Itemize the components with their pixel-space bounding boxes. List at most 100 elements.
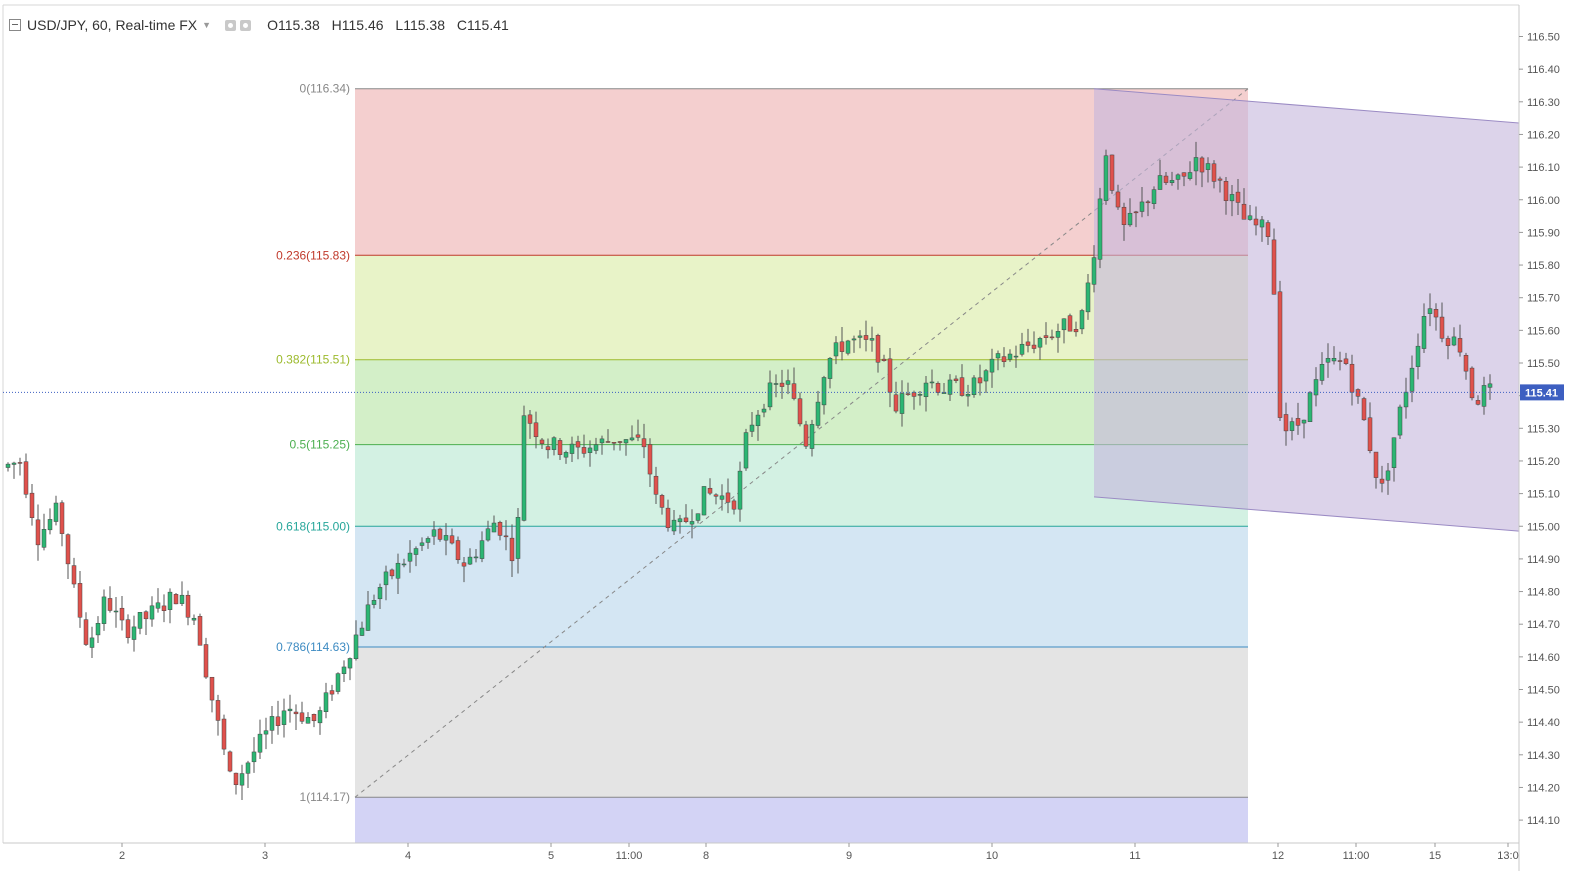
candle-bearish[interactable] xyxy=(1121,206,1127,225)
candle-bearish[interactable] xyxy=(839,341,845,352)
candle-bullish[interactable] xyxy=(1307,392,1313,422)
candle-bearish[interactable] xyxy=(533,422,539,438)
candle-bullish[interactable] xyxy=(1415,345,1421,367)
candle-bearish[interactable] xyxy=(227,751,233,772)
candle-bearish[interactable] xyxy=(1433,309,1439,318)
candle-bearish[interactable] xyxy=(779,382,785,387)
candle-bearish[interactable] xyxy=(1025,341,1031,346)
candle-bearish[interactable] xyxy=(35,519,41,546)
candle-bullish[interactable] xyxy=(257,733,263,753)
candle-bullish[interactable] xyxy=(47,519,53,531)
candle-bullish[interactable] xyxy=(995,353,1001,359)
parallel-channel[interactable] xyxy=(1094,88,1519,532)
candle-bearish[interactable] xyxy=(1163,175,1169,183)
candle-bullish[interactable] xyxy=(425,538,431,543)
candle-bullish[interactable] xyxy=(1451,336,1457,346)
candle-bullish[interactable] xyxy=(1409,367,1415,392)
candle-bullish[interactable] xyxy=(1157,175,1163,190)
candle-bearish[interactable] xyxy=(1355,389,1361,397)
candle-bullish[interactable] xyxy=(1487,383,1493,388)
candle-bearish[interactable] xyxy=(173,594,179,605)
candle-bullish[interactable] xyxy=(1169,180,1175,184)
candle-bearish[interactable] xyxy=(389,569,395,577)
candle-bullish[interactable] xyxy=(359,627,365,636)
candle-bullish[interactable] xyxy=(431,529,437,537)
candle-bearish[interactable] xyxy=(1367,417,1373,451)
candle-bearish[interactable] xyxy=(659,495,665,508)
candle-bearish[interactable] xyxy=(77,583,83,618)
candle-bearish[interactable] xyxy=(1241,203,1247,220)
candle-bearish[interactable] xyxy=(1067,315,1073,332)
candle-bearish[interactable] xyxy=(881,358,887,361)
candle-bearish[interactable] xyxy=(503,535,509,538)
candle-bearish[interactable] xyxy=(797,398,803,425)
candle-bearish[interactable] xyxy=(329,690,335,695)
candle-bearish[interactable] xyxy=(1277,291,1283,418)
candle-bullish[interactable] xyxy=(263,730,269,735)
candle-bearish[interactable] xyxy=(611,442,617,444)
candle-bullish[interactable] xyxy=(281,710,287,725)
candle-bullish[interactable] xyxy=(1019,343,1025,355)
candle-bearish[interactable] xyxy=(233,772,239,786)
candle-bearish[interactable] xyxy=(1283,414,1289,432)
candle-bearish[interactable] xyxy=(203,644,209,678)
candle-bearish[interactable] xyxy=(275,716,281,726)
candle-bearish[interactable] xyxy=(1475,400,1481,405)
candle-bearish[interactable] xyxy=(497,521,503,536)
candle-bullish[interactable] xyxy=(827,357,833,379)
candle-bearish[interactable] xyxy=(143,611,149,620)
candle-bullish[interactable] xyxy=(719,495,725,500)
candle-bullish[interactable] xyxy=(317,710,323,724)
candle-bearish[interactable] xyxy=(911,392,917,397)
candle-bullish[interactable] xyxy=(137,612,143,629)
fib-trend-line[interactable] xyxy=(354,88,1249,798)
candle-bearish[interactable] xyxy=(1109,154,1115,191)
candle-bullish[interactable] xyxy=(815,401,821,426)
candle-bullish[interactable] xyxy=(1325,358,1331,363)
candle-bullish[interactable] xyxy=(1247,215,1253,220)
candle-bearish[interactable] xyxy=(1073,329,1079,333)
candle-bearish[interactable] xyxy=(1211,163,1217,182)
candle-bullish[interactable] xyxy=(413,548,419,555)
candle-bullish[interactable] xyxy=(179,594,185,604)
candle-bearish[interactable] xyxy=(887,358,893,393)
candle-bullish[interactable] xyxy=(401,563,407,566)
candle-bullish[interactable] xyxy=(1151,189,1157,204)
candle-bearish[interactable] xyxy=(545,446,551,451)
candle-bullish[interactable] xyxy=(473,556,479,559)
candle-bearish[interactable] xyxy=(197,616,203,646)
candle-bearish[interactable] xyxy=(1199,157,1205,173)
candle-bearish[interactable] xyxy=(575,441,581,448)
candle-bearish[interactable] xyxy=(59,502,65,534)
candle-bullish[interactable] xyxy=(191,617,197,621)
candle-bullish[interactable] xyxy=(671,519,677,532)
candle-bullish[interactable] xyxy=(347,658,353,669)
candle-bearish[interactable] xyxy=(1217,178,1223,181)
candle-bearish[interactable] xyxy=(1271,239,1277,295)
candle-bullish[interactable] xyxy=(929,381,935,384)
candle-bullish[interactable] xyxy=(101,596,107,624)
candle-bullish[interactable] xyxy=(761,408,767,413)
candle-bullish[interactable] xyxy=(701,486,707,516)
candle-bullish[interactable] xyxy=(1055,331,1061,338)
candle-bullish[interactable] xyxy=(593,444,599,451)
candle-bullish[interactable] xyxy=(395,562,401,579)
candle-bullish[interactable] xyxy=(269,716,275,731)
candle-bullish[interactable] xyxy=(383,571,389,586)
candle-bullish[interactable] xyxy=(947,379,953,395)
candle-bullish[interactable] xyxy=(767,382,773,408)
candle-bullish[interactable] xyxy=(983,370,989,382)
candle-bearish[interactable] xyxy=(1463,355,1469,372)
candle-bullish[interactable] xyxy=(167,591,173,610)
candle-bullish[interactable] xyxy=(1385,470,1391,481)
candle-bearish[interactable] xyxy=(647,444,653,475)
candle-bearish[interactable] xyxy=(665,507,671,528)
candle-bearish[interactable] xyxy=(557,440,563,455)
candle-bullish[interactable] xyxy=(467,556,473,565)
candle-bearish[interactable] xyxy=(713,494,719,497)
channel-upper-line[interactable] xyxy=(1093,88,1520,124)
candle-bullish[interactable] xyxy=(1187,172,1193,179)
candle-bullish[interactable] xyxy=(1391,437,1397,468)
candle-bearish[interactable] xyxy=(1145,201,1151,204)
candle-bullish[interactable] xyxy=(917,394,923,396)
